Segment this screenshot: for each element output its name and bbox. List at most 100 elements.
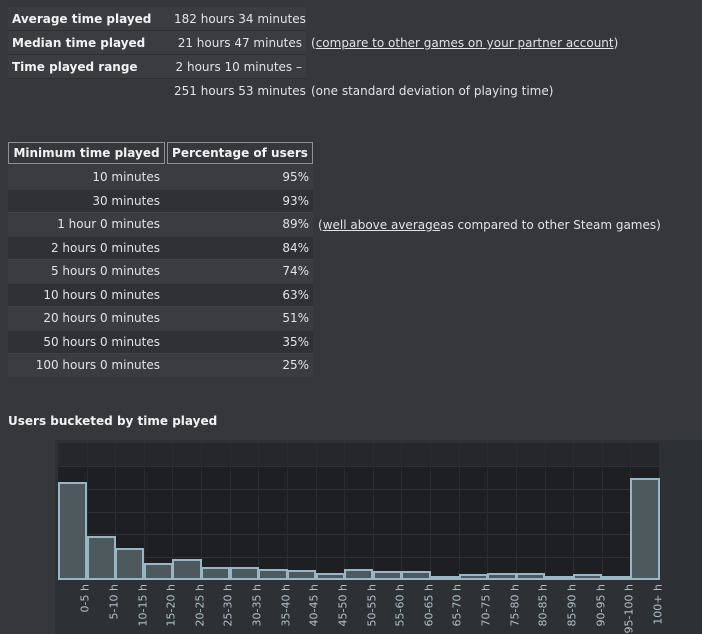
time-cell: 20 hours 0 minutes <box>43 311 160 326</box>
chart-bar-19 <box>601 576 631 580</box>
gridline-vertical <box>229 443 231 580</box>
median-time-value: 21 hours 47 minutes <box>177 35 302 50</box>
time-cell: 50 hours 0 minutes <box>43 334 160 349</box>
chart-plot <box>58 443 660 580</box>
chart-bar-18 <box>573 573 603 580</box>
summary-row-range-end: 251 hours 53 minutes (one standard devia… <box>8 79 553 103</box>
x-axis-label: 55-60 h <box>393 584 407 627</box>
x-axis-label: 35-40 h <box>279 584 293 627</box>
median-note-open: ( <box>311 36 316 50</box>
table-row: 30 minutes 93% <box>8 188 313 212</box>
gridline-vertical <box>372 443 374 580</box>
time-played-summary: Average time played 182 hours 34 minutes… <box>8 7 618 103</box>
gridline-vertical <box>544 443 546 580</box>
gridline-vertical <box>430 443 432 580</box>
time-cell: 2 hours 0 minutes <box>50 240 160 255</box>
pct-cell: 84% <box>282 240 309 255</box>
gridline-vertical <box>573 443 575 580</box>
x-axis-label: 30-35 h <box>250 584 264 627</box>
well-above-average-link[interactable]: well above average <box>322 217 441 232</box>
table-row: 10 minutes 95% <box>8 165 313 189</box>
gridline-vertical <box>458 443 460 580</box>
table-row: 2 hours 0 minutes 84% <box>8 235 313 259</box>
gridline-horizontal <box>58 511 659 513</box>
note-rest: as compared to other Steam games) <box>440 217 661 232</box>
table-row: 1 hour 0 minutes 89% (well above average… <box>8 212 661 236</box>
chart-bar-0 <box>58 482 88 580</box>
table-row: 20 hours 0 minutes 51% <box>8 306 313 330</box>
header-minimum-time-played: Minimum time played <box>8 142 165 164</box>
range-note: (one standard deviation of playing time) <box>311 84 554 98</box>
gridline-vertical <box>286 443 288 580</box>
x-axis-label: 70-75 h <box>479 584 493 627</box>
chart-bar-2 <box>115 547 145 580</box>
chart-bar-17 <box>544 576 574 580</box>
x-axis-label: 5-10 h <box>107 584 121 620</box>
gridline-vertical <box>172 443 174 580</box>
compare-to-other-games-link[interactable]: compare to other games on your partner a… <box>315 36 614 50</box>
pct-cell: 74% <box>282 264 309 279</box>
chart-bar-3 <box>143 562 174 580</box>
chart-bar-12 <box>401 571 431 580</box>
average-time-label: Average time played <box>12 11 152 26</box>
chart-bar-9 <box>315 573 345 580</box>
chart-bar-20 <box>630 477 660 580</box>
chart-title: Users bucketed by time played <box>8 414 218 428</box>
pct-cell: 89% <box>282 217 309 232</box>
plot-top-band <box>58 443 659 466</box>
chart-bar-16 <box>515 573 546 580</box>
x-axis-label: 45-50 h <box>336 584 350 627</box>
pct-cell: 95% <box>282 169 309 184</box>
chart-bar-6 <box>229 566 259 580</box>
time-cell: 1 hour 0 minutes <box>57 217 160 232</box>
gridline-horizontal <box>58 557 659 559</box>
x-axis-label: 95-100 h <box>622 584 636 634</box>
gridline-vertical <box>401 443 403 580</box>
x-axis-label: 85-90 h <box>565 584 579 627</box>
median-note: (compare to other games on your partner … <box>311 31 618 55</box>
pct-cell: 63% <box>282 287 309 302</box>
gridline-horizontal <box>58 488 659 490</box>
gridline-vertical <box>515 443 517 580</box>
table-header-row: Minimum time played Percentage of users <box>8 142 313 164</box>
chart-bar-5 <box>201 566 231 580</box>
gridline-horizontal <box>58 534 659 536</box>
gridline-vertical <box>115 443 117 580</box>
chart-bar-14 <box>458 573 488 580</box>
x-axis-label: 40-45 h <box>307 584 321 627</box>
gridline-vertical <box>344 443 346 580</box>
chart-bar-13 <box>430 576 460 580</box>
chart-bar-15 <box>487 573 517 580</box>
x-axis-label: 75-80 h <box>508 584 522 627</box>
time-range-end-value: 251 hours 53 minutes <box>174 84 306 98</box>
gridline-horizontal <box>58 465 659 467</box>
time-cell: 10 minutes <box>92 169 160 184</box>
x-axis-label: 65-70 h <box>450 584 464 627</box>
time-cell: 10 hours 0 minutes <box>43 287 160 302</box>
minimum-time-table: Minimum time played Percentage of users … <box>8 142 661 377</box>
chart-bar-4 <box>172 558 202 580</box>
users-bucketed-chart: 0-5 h 5-10 h 10-15 h 15-20 h 20-25 h 25-30 h 3… <box>55 440 702 634</box>
pct-cell: 35% <box>282 334 309 349</box>
table-row: 50 hours 0 minutes 35% <box>8 329 313 353</box>
time-cell: 30 minutes <box>92 193 160 208</box>
x-axis-label: 15-20 h <box>164 584 178 627</box>
pct-cell: 51% <box>282 311 309 326</box>
chart-x-labels: 0-5 h 5-10 h 10-15 h 15-20 h 20-25 h 25-30 h 3… <box>58 583 664 634</box>
table-body: 10 minutes 95% 30 minutes 93% 1 hour 0 m… <box>8 165 661 377</box>
x-axis-label: 90-95 h <box>594 584 607 627</box>
chart-bar-1 <box>86 535 116 580</box>
chart-bar-10 <box>344 568 374 580</box>
pct-cell: 25% <box>282 358 309 373</box>
gridline-vertical <box>258 443 260 580</box>
table-row: 100 hours 0 minutes 25% <box>8 353 313 377</box>
gridline-vertical <box>315 443 317 580</box>
note-open: ( <box>318 217 323 232</box>
median-note-close: ) <box>613 36 619 50</box>
table-row: 10 hours 0 minutes 63% <box>8 282 313 306</box>
summary-row-range: Time played range 2 hours 10 minutes – <box>8 55 306 79</box>
gridline-vertical <box>201 443 203 580</box>
above-average-note: (well above average as compared to other… <box>318 213 661 237</box>
x-axis-label: 20-25 h <box>193 584 207 627</box>
median-time-label: Median time played <box>12 35 146 50</box>
